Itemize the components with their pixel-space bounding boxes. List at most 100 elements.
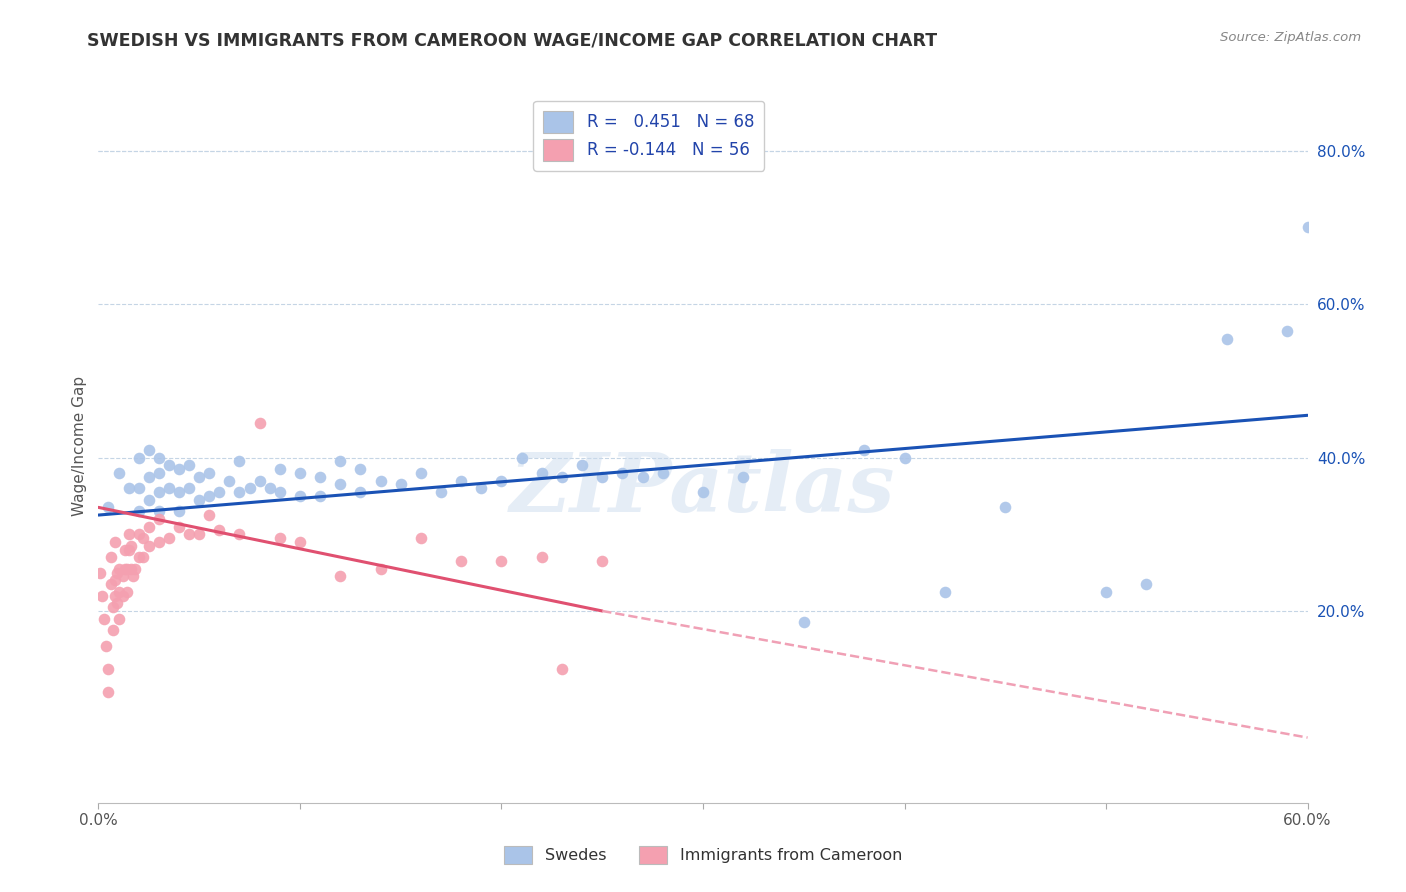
Point	[228, 527, 250, 541]
Point	[105, 566, 128, 580]
Point	[107, 584, 129, 599]
Point	[97, 661, 120, 675]
Point	[470, 481, 492, 495]
Point	[128, 481, 150, 495]
Point	[389, 477, 412, 491]
Point	[138, 519, 160, 533]
Point	[612, 466, 634, 480]
Point	[124, 562, 146, 576]
Point	[591, 469, 613, 483]
Point	[148, 485, 170, 500]
Point	[128, 527, 150, 541]
Point	[157, 531, 180, 545]
Point	[551, 661, 574, 675]
Point	[97, 500, 120, 515]
Point	[692, 485, 714, 500]
Point	[309, 489, 332, 503]
Point	[591, 554, 613, 568]
Point	[571, 458, 593, 473]
Point	[105, 596, 128, 610]
Point	[97, 684, 120, 698]
Point	[118, 542, 141, 557]
Point	[239, 481, 262, 495]
Point	[510, 450, 533, 465]
Point	[100, 550, 122, 565]
Point	[138, 442, 160, 457]
Point	[167, 504, 190, 518]
Point	[148, 512, 170, 526]
Point	[138, 469, 160, 483]
Text: Source: ZipAtlas.com: Source: ZipAtlas.com	[1220, 31, 1361, 45]
Point	[101, 623, 124, 637]
Point	[198, 466, 221, 480]
Point	[329, 454, 352, 468]
Point	[269, 531, 291, 545]
Point	[651, 466, 673, 480]
Text: SWEDISH VS IMMIGRANTS FROM CAMEROON WAGE/INCOME GAP CORRELATION CHART: SWEDISH VS IMMIGRANTS FROM CAMEROON WAGE…	[87, 31, 938, 49]
Point	[120, 562, 142, 576]
Point	[103, 574, 125, 588]
Point	[631, 469, 654, 483]
Point	[1095, 584, 1118, 599]
Point	[93, 612, 115, 626]
Point	[370, 562, 392, 576]
Point	[132, 550, 155, 565]
Point	[107, 612, 129, 626]
Point	[198, 489, 221, 503]
Y-axis label: Wage/Income Gap: Wage/Income Gap	[72, 376, 87, 516]
Point	[115, 584, 138, 599]
Point	[288, 466, 311, 480]
Point	[208, 485, 231, 500]
Point	[450, 554, 472, 568]
Point	[530, 466, 553, 480]
Point	[259, 481, 281, 495]
Point	[148, 535, 170, 549]
Point	[551, 469, 574, 483]
Point	[309, 469, 332, 483]
Point	[409, 531, 432, 545]
Point	[107, 466, 129, 480]
Point	[179, 481, 201, 495]
Point	[1296, 220, 1319, 235]
Point	[120, 539, 142, 553]
Legend: Swedes, Immigrants from Cameroon: Swedes, Immigrants from Cameroon	[498, 839, 908, 871]
Point	[128, 450, 150, 465]
Point	[89, 566, 111, 580]
Point	[430, 485, 453, 500]
Point	[198, 508, 221, 522]
Point	[249, 474, 271, 488]
Point	[994, 500, 1017, 515]
Point	[103, 589, 125, 603]
Point	[167, 519, 190, 533]
Legend: R =   0.451   N = 68, R = -0.144   N = 56: R = 0.451 N = 68, R = -0.144 N = 56	[533, 101, 763, 170]
Point	[148, 504, 170, 518]
Point	[349, 485, 371, 500]
Point	[853, 442, 876, 457]
Point	[1135, 577, 1157, 591]
Point	[179, 527, 201, 541]
Point	[269, 462, 291, 476]
Point	[288, 535, 311, 549]
Point	[188, 527, 211, 541]
Point	[1216, 332, 1239, 346]
Point	[111, 589, 134, 603]
Point	[91, 589, 114, 603]
Point	[103, 535, 125, 549]
Point	[188, 492, 211, 507]
Point	[329, 569, 352, 583]
Point	[450, 474, 472, 488]
Point	[132, 531, 155, 545]
Point	[1277, 324, 1299, 338]
Point	[118, 527, 141, 541]
Point	[107, 562, 129, 576]
Point	[128, 504, 150, 518]
Point	[733, 469, 755, 483]
Point	[157, 481, 180, 495]
Point	[148, 466, 170, 480]
Point	[179, 458, 201, 473]
Point	[218, 474, 240, 488]
Point	[138, 539, 160, 553]
Point	[121, 569, 143, 583]
Point	[114, 562, 136, 576]
Point	[288, 489, 311, 503]
